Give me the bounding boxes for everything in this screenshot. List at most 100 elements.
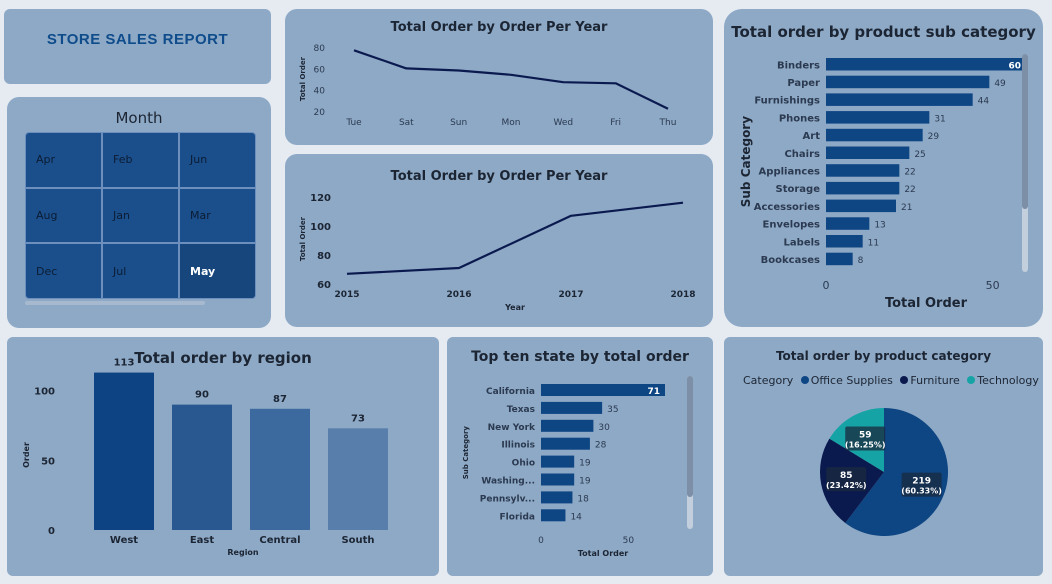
pie-slice — [845, 408, 949, 536]
year-line-chart: 60 80 100 120 2015 2016 2017 2018 Total Order Yea… — [299, 193, 696, 312]
x-tick-label: 50 — [986, 279, 1000, 292]
legend-item[interactable]: Office Supplies — [810, 374, 893, 387]
bar — [328, 428, 388, 530]
weekday-line-chart: 20 40 60 80 Tue Sat Sun Mon Wed Fri Thu Total Order — [299, 44, 677, 128]
data-label: 21 — [901, 203, 912, 213]
legend-item[interactable]: Technology — [977, 374, 1039, 387]
legend-technology-swatch — [967, 376, 976, 384]
data-label-background — [826, 467, 867, 492]
x-tick-label: 2017 — [558, 290, 583, 300]
data-label: 11 — [868, 238, 879, 248]
region-bar-chart: 0 50 100 113 West 90 East 87 Central 73 South Regio… — [22, 358, 388, 557]
category-chart-title: Total order by product category — [775, 349, 992, 363]
data-label: 8 — [858, 256, 864, 266]
data-label: 71 — [647, 387, 660, 397]
y-axis-label: Sub Category — [462, 426, 470, 480]
category-label: Ohio — [512, 459, 535, 469]
y-tick-label: 0 — [48, 526, 55, 537]
month-horizontal-scrollbar[interactable] — [25, 301, 205, 305]
category-label: Envelopes — [763, 220, 820, 231]
year-chart-title: Total Order by Order Per Year — [390, 169, 608, 184]
bar — [826, 128, 923, 142]
x-tick-label: Mon — [502, 118, 521, 128]
bar — [826, 58, 1026, 71]
subcategory-scrollbar[interactable] — [1022, 54, 1028, 272]
series-line — [353, 49, 669, 110]
x-tick-label: 0 — [538, 536, 544, 546]
data-label: 49 — [994, 79, 1006, 89]
bar — [250, 408, 310, 530]
month-slicer: Month Apr Feb Jun Aug Jan Mar Dec Jul Ma… — [7, 97, 271, 328]
state-chart-title: Top ten state by total order — [471, 349, 689, 365]
series-line — [346, 201, 684, 275]
data-label: 73 — [351, 413, 365, 424]
state-scrollbar[interactable] — [687, 376, 693, 529]
state-bar-chart-card: Top ten state by total order California 7… — [447, 337, 713, 576]
report-title: STORE SALES REPORT — [46, 31, 229, 48]
x-tick-label: Wed — [554, 118, 574, 128]
bar — [826, 217, 870, 230]
weekday-line-chart-card: Total Order by Order Per Year 20 40 60 80 Tu… — [285, 9, 713, 145]
subcategory-scrollbar-thumb[interactable] — [1022, 54, 1028, 209]
month-cell[interactable]: Jul — [103, 244, 178, 298]
month-cell[interactable]: Aug — [26, 188, 101, 243]
month-cell[interactable]: Dec — [26, 244, 101, 298]
category-pie-chart-card: Total order by product category Category… — [724, 337, 1043, 576]
y-tick-label: 80 — [317, 251, 331, 262]
data-label: 87 — [273, 394, 287, 405]
x-tick-label: 0 — [823, 279, 830, 292]
category-label: Texas — [507, 405, 535, 415]
y-tick-label: 100 — [310, 222, 331, 233]
month-cell[interactable]: Mar — [180, 188, 255, 243]
data-label: 14 — [570, 512, 582, 522]
x-tick-label: 2018 — [670, 290, 695, 300]
bar — [826, 199, 896, 213]
legend-furniture-swatch — [900, 376, 909, 384]
x-tick-label: East — [190, 535, 215, 546]
subcategory-chart-title: Total order by product sub category — [731, 23, 1036, 41]
y-tick-label: 120 — [310, 193, 331, 204]
category-label: Appliances — [759, 166, 820, 177]
x-tick-label: 2015 — [334, 290, 359, 300]
data-label: 28 — [595, 441, 607, 451]
x-tick-label: Thu — [659, 118, 677, 128]
x-axis-label: Year — [504, 303, 525, 312]
x-tick-label: West — [110, 535, 138, 546]
month-cell[interactable]: Jan — [103, 188, 178, 243]
data-label-value: 219 — [912, 477, 931, 487]
data-label-percent: (60.33%) — [901, 487, 942, 496]
data-label: 29 — [928, 132, 940, 142]
bar — [826, 235, 863, 248]
category-label: Furnishings — [754, 96, 820, 107]
state-scrollbar-thumb[interactable] — [687, 376, 693, 497]
x-axis-label: Total Order — [578, 549, 629, 558]
x-axis-label: Total Order — [885, 296, 968, 311]
category-label: New York — [488, 423, 536, 433]
subcategory-bar-chart: Binders 60 Paper 49 Furnishings 44 Phones 31 Art… — [739, 58, 1026, 311]
data-label-background — [901, 472, 942, 497]
y-tick-label: 60 — [314, 65, 326, 75]
y-tick-label: 40 — [314, 87, 326, 97]
category-label: Illinois — [501, 441, 535, 451]
bar — [172, 404, 232, 530]
data-label-background — [845, 426, 886, 451]
category-legend: Category Office Supplies Furniture Techn… — [743, 374, 1039, 387]
month-cell[interactable]: Feb — [103, 133, 178, 187]
month-cell[interactable]: Jun — [180, 133, 255, 187]
bar — [541, 473, 575, 486]
year-line-chart-card: Total Order by Order Per Year 60 80 100 120… — [285, 154, 713, 327]
data-label: 30 — [598, 423, 610, 433]
x-tick-label: Fri — [610, 118, 621, 128]
category-label: Storage — [776, 184, 821, 195]
category-label: Phones — [779, 113, 820, 124]
category-label: Pennsylv... — [480, 494, 535, 504]
data-label-value: 59 — [859, 430, 872, 440]
category-label: Paper — [787, 78, 820, 89]
data-label: 13 — [874, 221, 885, 231]
legend-item[interactable]: Furniture — [910, 374, 960, 387]
category-label: Chairs — [784, 149, 820, 160]
data-label: 113 — [114, 358, 135, 369]
legend-title: Category — [743, 374, 794, 387]
month-cell[interactable]: Apr — [26, 133, 101, 187]
month-cell[interactable]: May — [180, 244, 255, 298]
